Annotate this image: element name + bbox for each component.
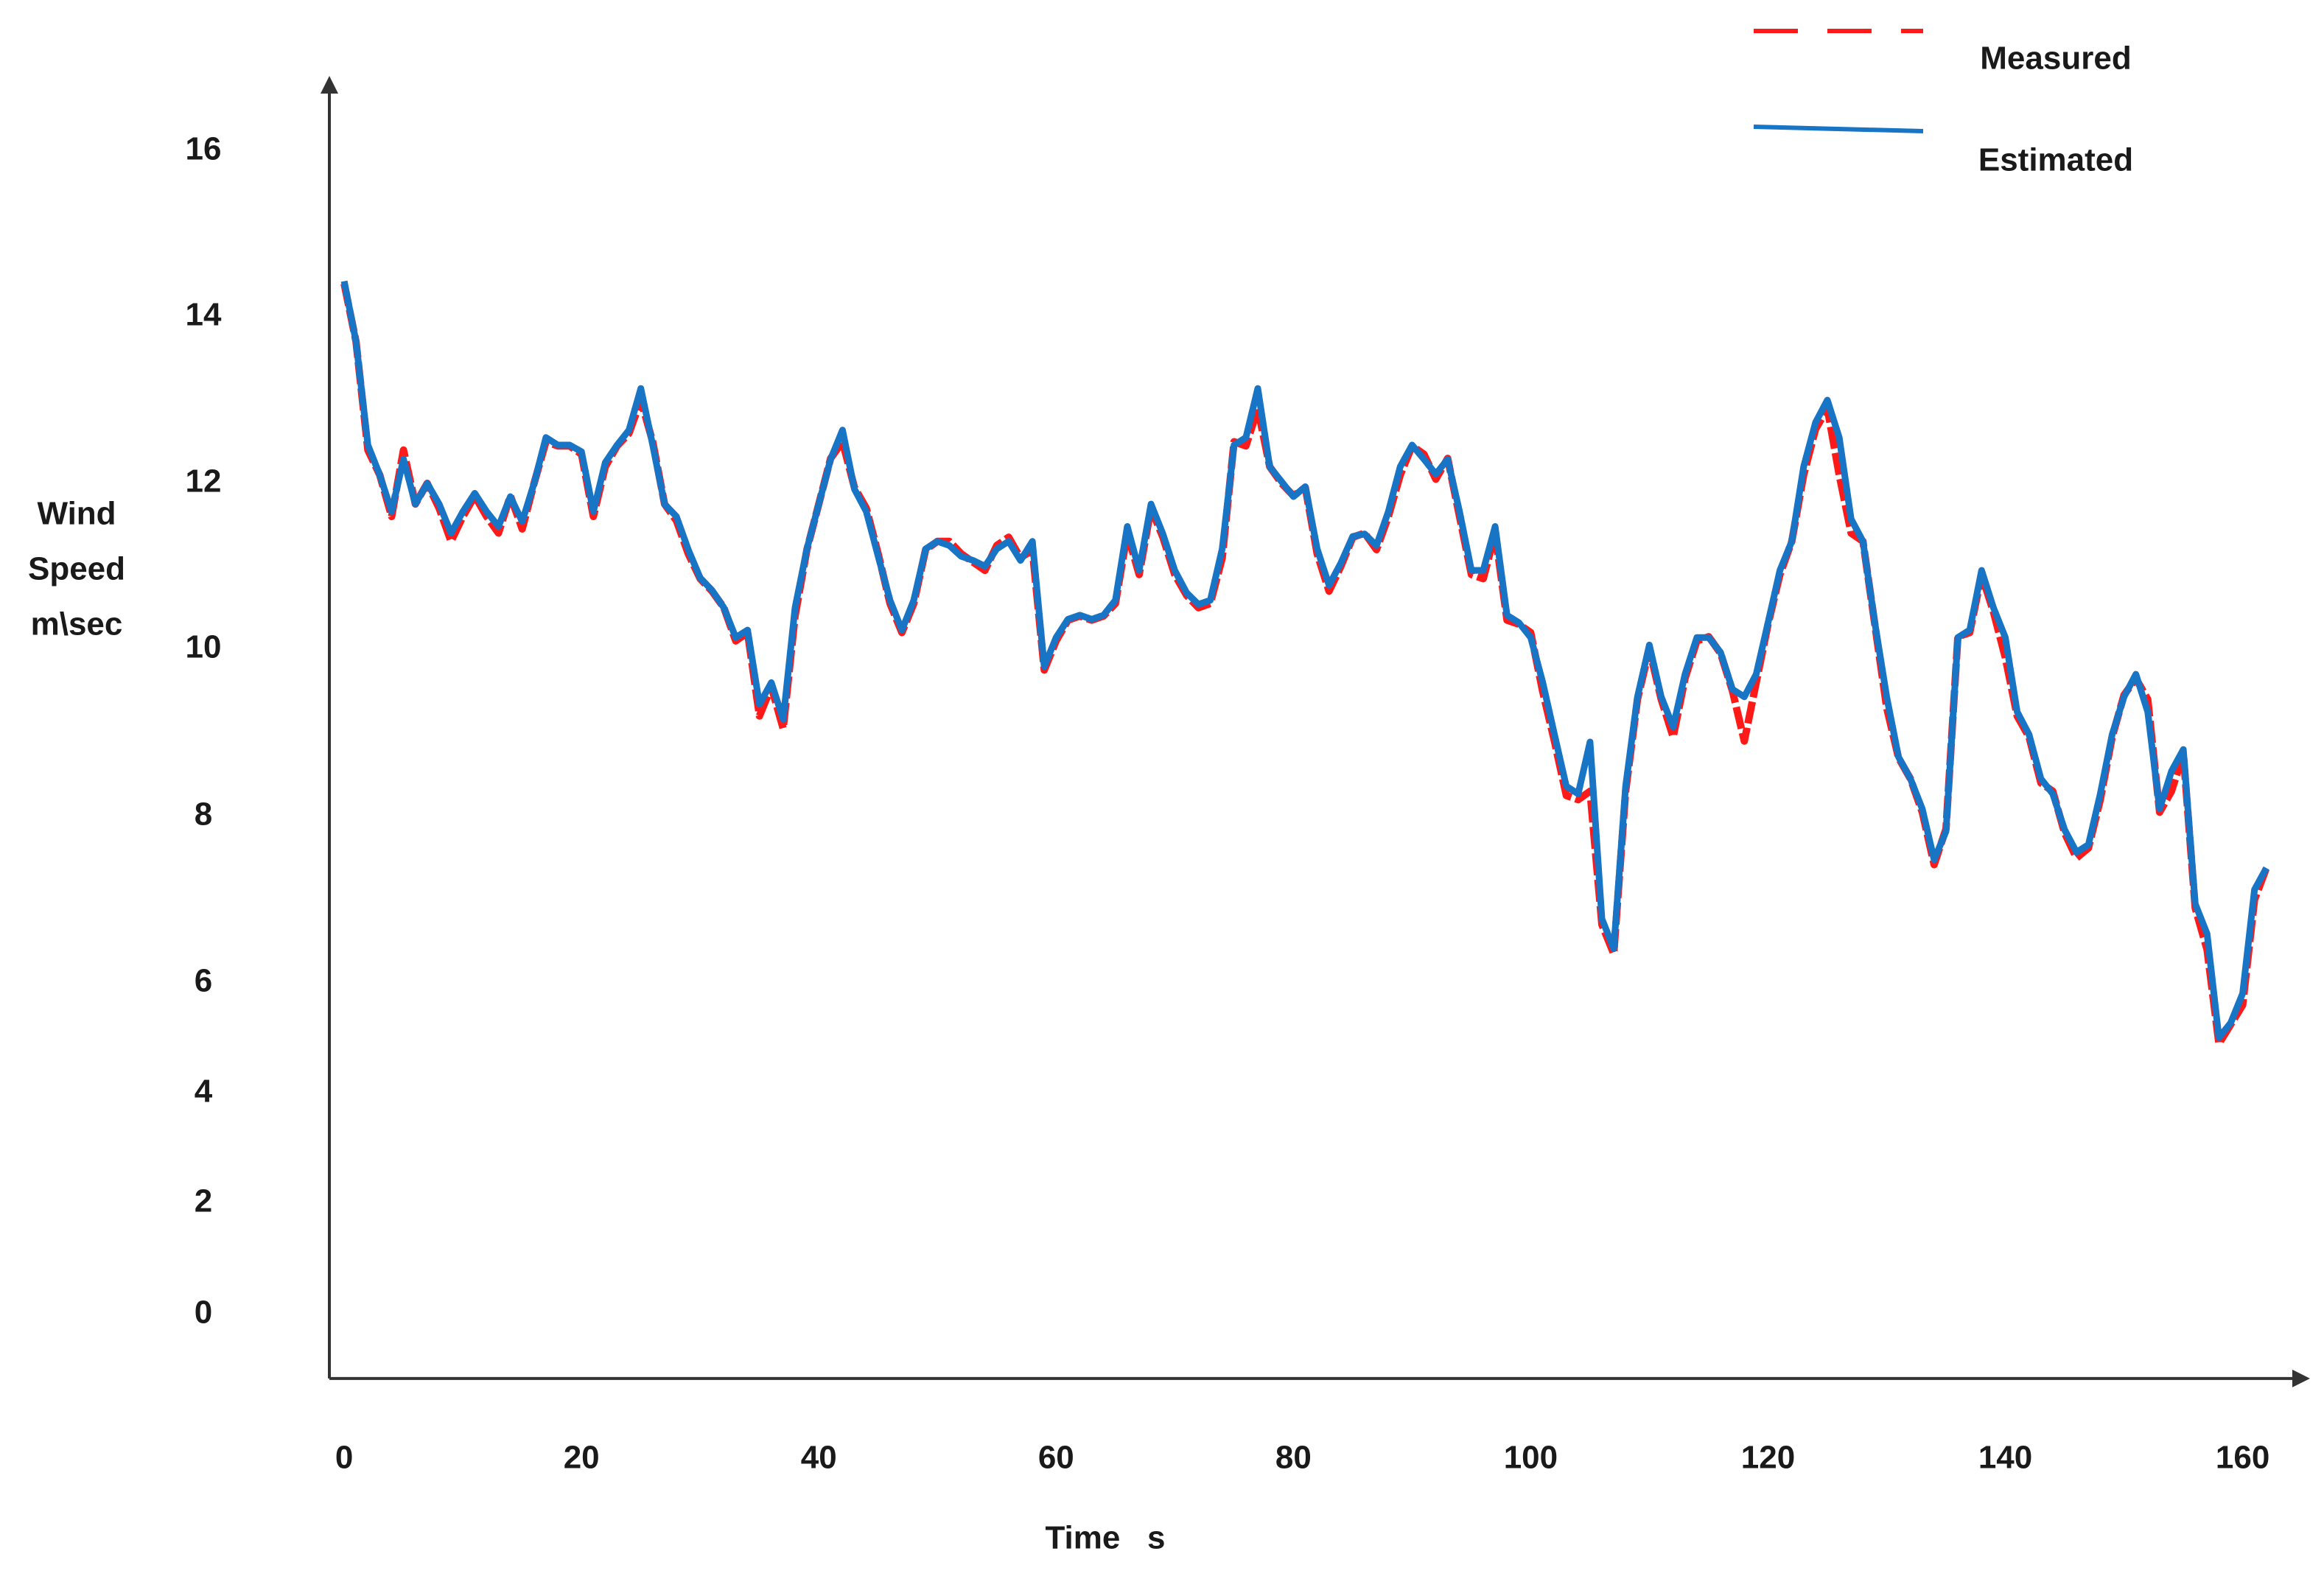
x-tick-label: 100: [1504, 1440, 1558, 1476]
y-tick-label: 6: [195, 963, 212, 999]
x-tick-label: 80: [1275, 1440, 1312, 1476]
y-tick-label: 14: [186, 297, 222, 333]
x-axis-label: Time s: [1045, 1520, 1165, 1556]
legend-label: Measured: [1980, 41, 2131, 77]
y-tick-label: 10: [186, 629, 222, 665]
x-tick-label: 140: [1978, 1440, 2032, 1476]
x-tick-label: 0: [335, 1440, 353, 1476]
legend-swatch: [1753, 125, 1924, 133]
legend-label: Estimated: [1978, 142, 2133, 178]
y-tick-label: 2: [195, 1183, 212, 1219]
y-axis-label: Wind: [37, 496, 116, 532]
x-tick-label: 20: [564, 1440, 600, 1476]
y-tick-label: 12: [186, 463, 222, 500]
y-axis-label: Speed: [28, 551, 125, 587]
y-tick-label: 0: [195, 1295, 212, 1331]
x-tick-label: 40: [801, 1440, 837, 1476]
y-tick-label: 8: [195, 796, 212, 833]
y-tick-label: 16: [186, 131, 222, 167]
x-tick-label: 120: [1741, 1440, 1795, 1476]
y-tick-label: 4: [195, 1074, 213, 1110]
x-tick-label: 160: [2216, 1440, 2269, 1476]
series-line: [340, 283, 2270, 1048]
x-tick-label: 60: [1038, 1440, 1074, 1476]
series-line: [340, 280, 2269, 1041]
y-axis-label: m\sec: [31, 606, 123, 643]
